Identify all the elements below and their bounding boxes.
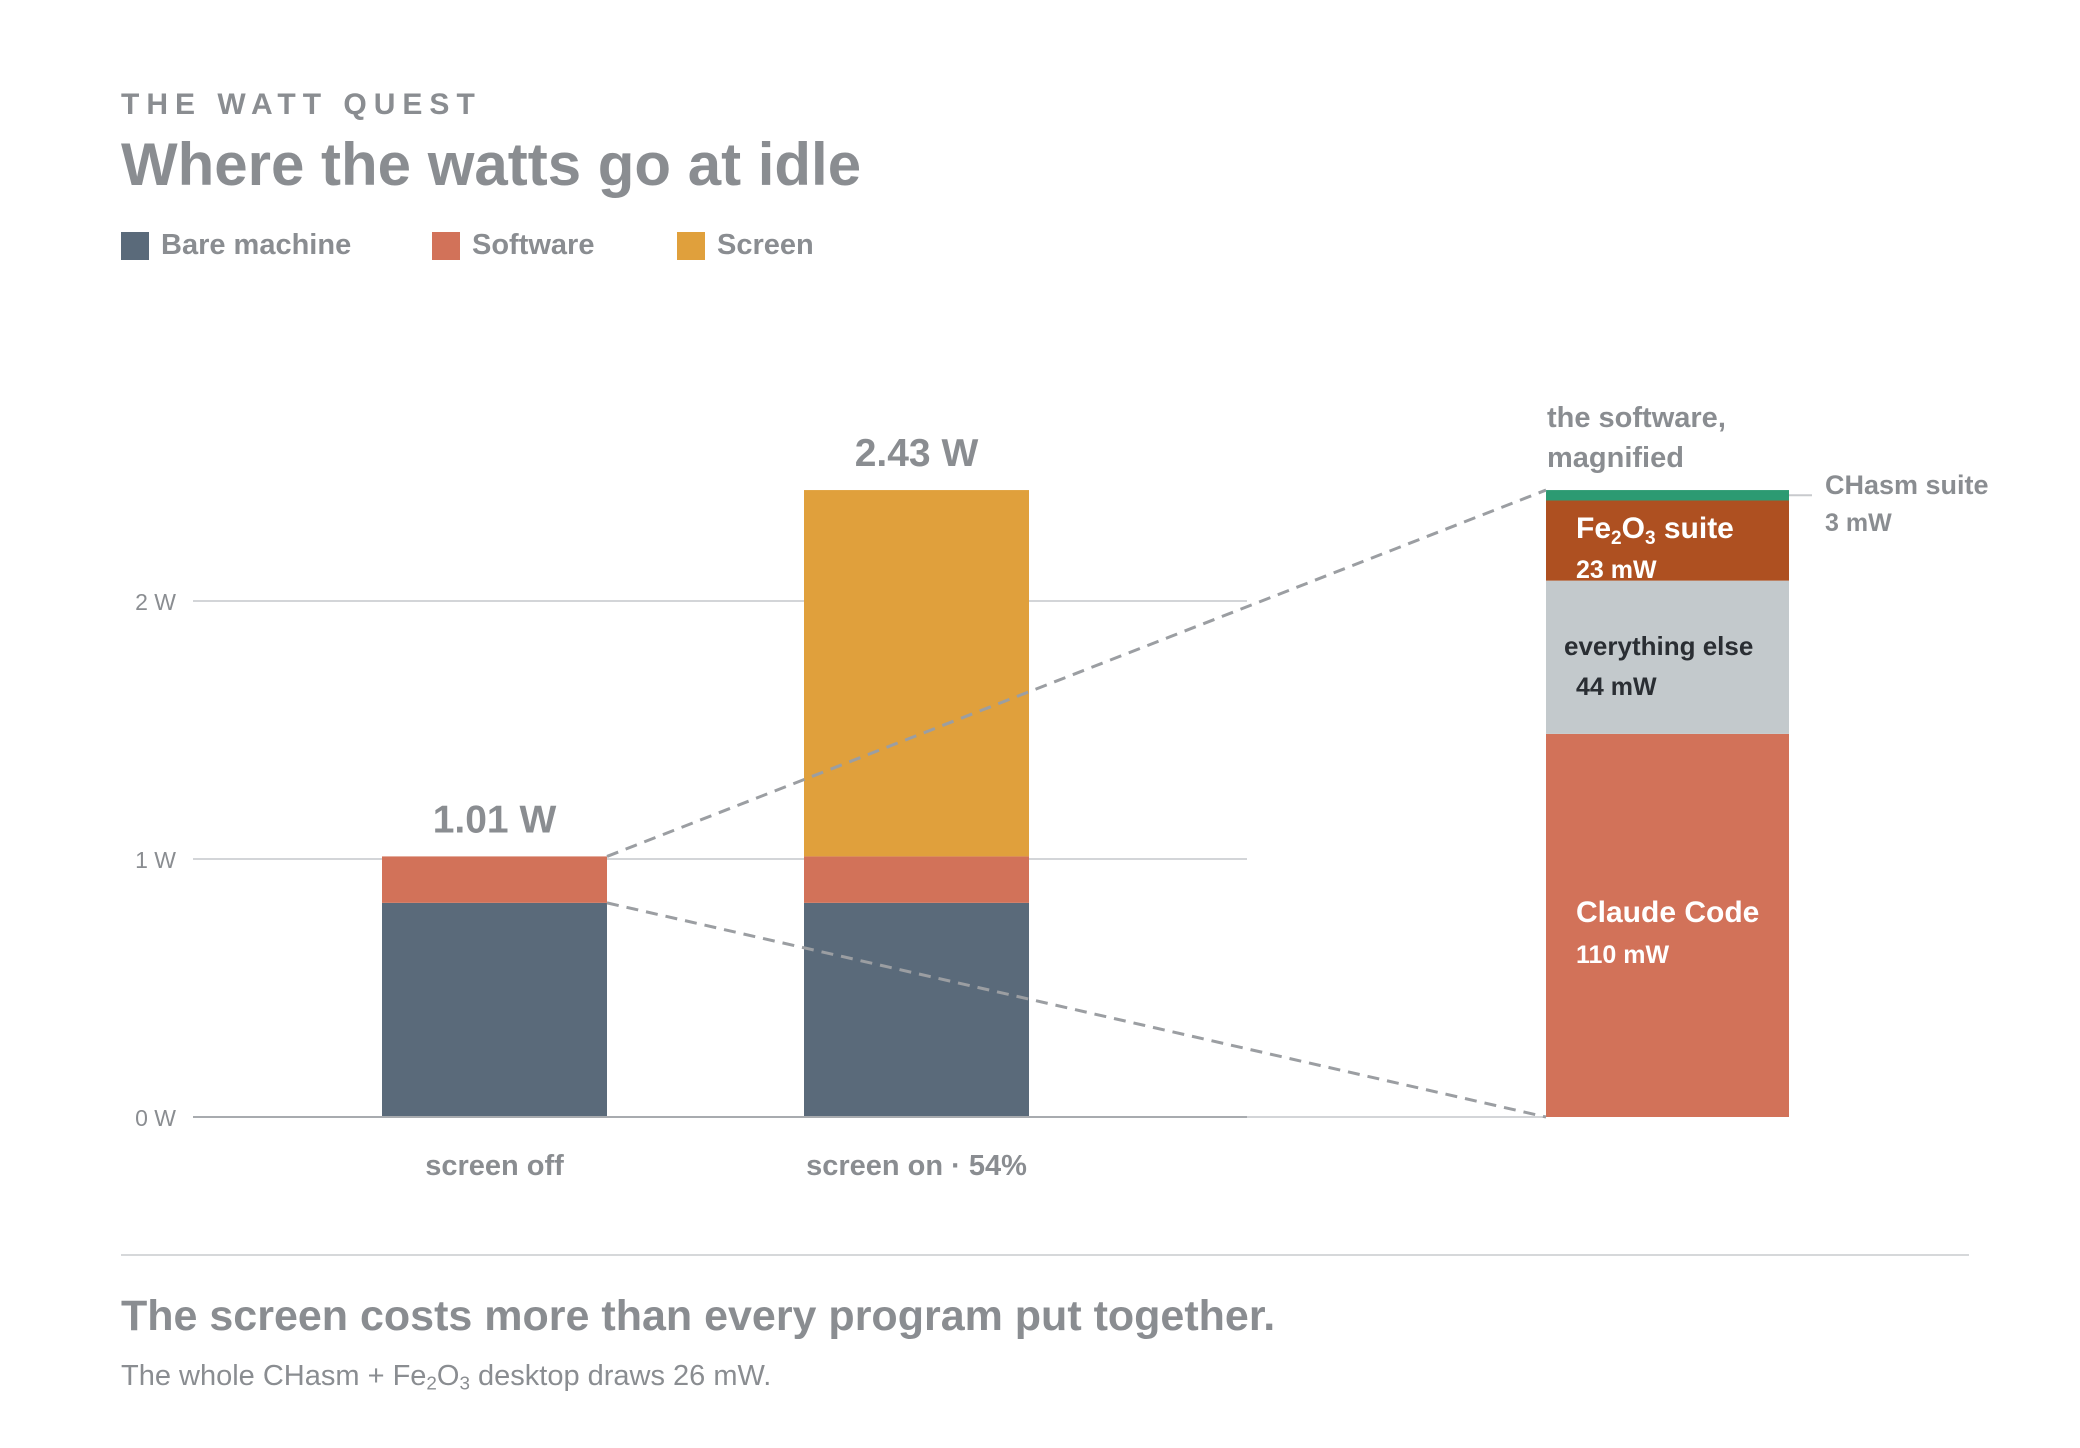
segment-value-chasm-suite: 3 mW: [1825, 509, 1892, 537]
bar-segment-bare-machine: [804, 902, 1029, 1117]
bar-segment-bare-machine: [382, 902, 607, 1117]
footnote-part: O: [436, 1360, 460, 1392]
magnified-segment: [1546, 500, 1789, 581]
y-tick-label: 2 W: [135, 589, 176, 615]
takeaway-headline: The screen costs more than every program…: [121, 1292, 1276, 1340]
chart-eyebrow: THE WATT QUEST: [121, 88, 482, 121]
segment-value-claude-code: 110 mW: [1576, 941, 1670, 969]
segment-label-claude-code: Claude Code: [1576, 896, 1759, 929]
magnified-segment: [1546, 490, 1789, 501]
bar-total-label: 1.01 W: [433, 798, 557, 841]
segment-value-everything-else: 44 mW: [1576, 673, 1657, 701]
segment-label-everything-else: everything else: [1564, 631, 1753, 661]
magnified-title: the software,: [1547, 402, 1726, 434]
segment-label-fe2o3-suite: Fe2O3 suite: [1576, 512, 1734, 549]
bar-segment-screen: [804, 490, 1029, 857]
segment-label-chasm-suite: CHasm suite: [1825, 470, 1989, 500]
bar-segment-software: [804, 856, 1029, 903]
x-category-label: screen off: [425, 1150, 564, 1182]
magnified-title: magnified: [1547, 442, 1684, 474]
legend-swatch-software: [432, 232, 460, 260]
legend-swatch-screen: [677, 232, 705, 260]
bar-total-label: 2.43 W: [855, 432, 979, 475]
y-tick-label: 0 W: [135, 1105, 176, 1131]
footnote-part: desktop draws 26 mW.: [469, 1360, 772, 1392]
footnote: The whole CHasm + Fe2O3 desktop draws 26…: [121, 1360, 771, 1393]
bar-segment-software: [382, 856, 607, 903]
segment-value-fe2o3-suite: 23 mW: [1576, 556, 1657, 584]
connector-line-bottom: [606, 901, 1547, 1119]
legend-label-software: Software: [472, 229, 595, 261]
divider: [121, 1254, 1969, 1256]
legend-label-screen: Screen: [717, 229, 814, 261]
legend-label-bare-machine: Bare machine: [161, 229, 352, 261]
magnified-segment: [1546, 733, 1789, 1117]
footnote-subscript: 2: [426, 1372, 437, 1394]
legend-swatch-bare-machine: [121, 232, 149, 260]
y-tick-label: 1 W: [135, 847, 176, 873]
connector-line-top: [606, 488, 1547, 858]
chart-title: Where the watts go at idle: [121, 131, 862, 198]
footnote-part: The whole CHasm + Fe: [121, 1360, 427, 1392]
footnote-subscript: 3: [459, 1372, 470, 1394]
magnified-segment: [1546, 580, 1789, 734]
x-category-label: screen on · 54%: [806, 1150, 1027, 1182]
